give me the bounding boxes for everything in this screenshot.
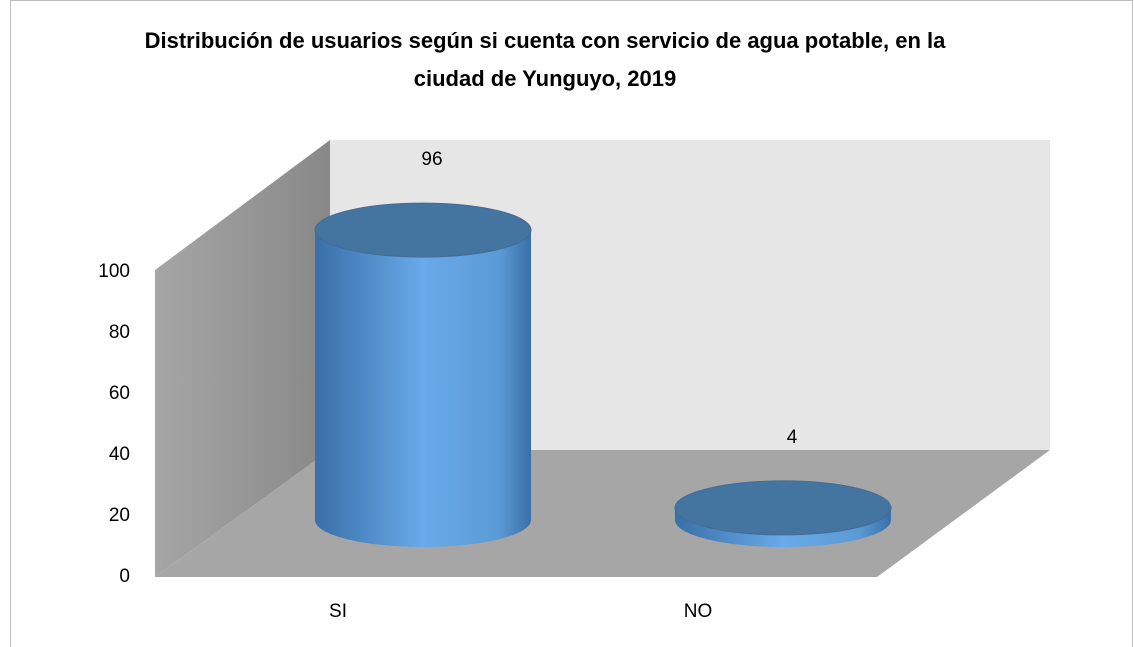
data-label: 96 xyxy=(421,149,442,170)
y-tick-label: 100 xyxy=(98,261,130,282)
x-tick-label: SI xyxy=(329,601,347,622)
side-wall xyxy=(155,140,330,577)
y-tick-label: 0 xyxy=(119,566,130,587)
y-tick-label: 40 xyxy=(109,444,130,465)
chart-title: Distribución de usuarios según si cuenta… xyxy=(144,28,946,91)
data-label: 4 xyxy=(787,427,798,448)
y-tick-label: 20 xyxy=(109,505,130,526)
y-tick-label: 80 xyxy=(109,322,130,343)
cylinder-body xyxy=(315,230,531,547)
y-tick-label: 60 xyxy=(109,383,130,404)
cylinder-top xyxy=(674,480,892,536)
cylinder-top xyxy=(314,202,532,258)
x-tick-label: NO xyxy=(684,601,713,622)
chart-border xyxy=(10,0,1133,647)
